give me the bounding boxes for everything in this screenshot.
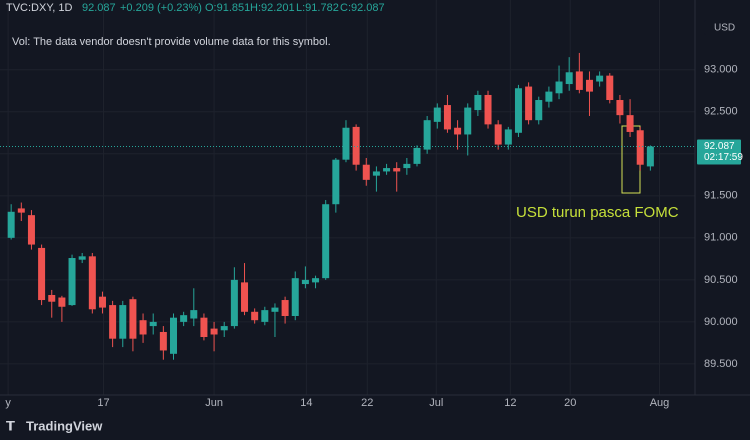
low: L:91.782 <box>296 2 339 14</box>
candle-body <box>190 310 198 319</box>
candle-body <box>585 79 593 92</box>
candle-body <box>555 81 563 94</box>
last: 92.087 <box>82 2 116 14</box>
y-tick-label: 89.500 <box>704 358 738 370</box>
candle-body <box>575 71 583 90</box>
candle-body <box>312 278 320 283</box>
close: C:92.087 <box>340 2 385 14</box>
candle-body <box>464 107 472 135</box>
x-tick-label: Aug <box>650 397 670 409</box>
x-tick-label: y <box>5 397 11 409</box>
currency: USD <box>714 23 735 34</box>
last-price-badge <box>697 139 741 165</box>
y-tick-label: 90.500 <box>704 274 738 286</box>
candle-body <box>474 94 482 111</box>
candle-body <box>596 75 604 82</box>
candle-body <box>129 299 137 339</box>
x-tick-label: Jul <box>429 397 443 409</box>
candle-body <box>7 211 15 238</box>
y-tick-label: 92.500 <box>704 106 738 118</box>
candle-body <box>230 279 238 327</box>
candle-body <box>291 278 299 316</box>
candle-body <box>454 127 462 135</box>
x-tick-label: 22 <box>361 397 373 409</box>
change: +0.209 (+0.23%) <box>120 2 202 14</box>
candle-body <box>352 126 360 165</box>
candle-body <box>220 326 228 331</box>
candle-body <box>251 311 259 321</box>
candle-body <box>149 321 157 327</box>
candle-body <box>504 129 512 145</box>
candle-body <box>17 208 25 213</box>
candle-body <box>301 279 309 285</box>
candle-body <box>383 168 391 172</box>
y-tick-label: 93.000 <box>704 64 738 76</box>
candle-body <box>38 247 46 301</box>
candle-body <box>646 146 654 167</box>
candle-body <box>139 320 147 335</box>
candle-body <box>210 328 218 335</box>
candle-body <box>332 159 340 205</box>
candle-body <box>545 91 553 102</box>
candle-body <box>616 100 624 116</box>
candle-body <box>413 147 421 164</box>
candle-body <box>169 317 177 354</box>
candle-body <box>372 171 380 176</box>
candle-body <box>322 204 330 279</box>
candle-body <box>626 115 634 132</box>
candle-body <box>48 294 56 302</box>
candle-body <box>565 72 573 85</box>
candle-body <box>88 256 96 310</box>
candle-body <box>119 305 127 339</box>
candle-body <box>362 164 370 180</box>
candle-body <box>271 307 279 312</box>
candle-body <box>403 163 411 169</box>
countdown: 02:17:59 <box>704 152 743 163</box>
x-tick-label: Jun <box>205 397 223 409</box>
candle-body <box>27 215 35 245</box>
candle-body <box>606 75 614 101</box>
y-tick-label: 90.000 <box>704 316 738 328</box>
x-tick-label: 20 <box>564 397 576 409</box>
annotation: USD turun pasca FOMC <box>516 204 679 221</box>
symbol: TVC:DXY, 1D <box>6 2 72 14</box>
candle-body <box>98 296 106 308</box>
candle-body <box>58 297 66 307</box>
last-price-label: 92.087 <box>704 141 735 152</box>
candle-body <box>433 107 441 122</box>
x-tick-label: 12 <box>504 397 516 409</box>
candle-body <box>514 88 522 133</box>
candle-body <box>636 130 644 165</box>
candle-body <box>68 258 76 306</box>
candle-body <box>109 305 117 339</box>
y-tick-label: 91.000 <box>704 232 738 244</box>
candle-body <box>261 310 269 322</box>
volume-note: Vol: The data vendor doesn't provide vol… <box>12 36 331 48</box>
candle-body <box>159 331 167 351</box>
candle-body <box>78 256 86 260</box>
candle-body <box>180 315 188 322</box>
candle-body <box>443 105 451 130</box>
candle-body <box>342 127 350 160</box>
candle-body <box>484 94 492 125</box>
brand-icon: 𝗧 <box>6 418 15 433</box>
candle-body <box>241 282 249 312</box>
y-tick-label: 91.500 <box>704 190 738 202</box>
candle-body <box>535 100 543 121</box>
x-tick-label: 17 <box>97 397 109 409</box>
x-tick-label: 14 <box>300 397 312 409</box>
candle-body <box>200 317 208 338</box>
high: H:92.201 <box>250 2 295 14</box>
currency-badge <box>704 20 734 35</box>
candle-body <box>494 124 502 145</box>
open: O:91.851 <box>205 2 250 14</box>
candle-body <box>423 120 431 150</box>
brand: TradingView <box>26 418 103 433</box>
candle-body <box>525 86 533 121</box>
candle-body <box>393 168 401 172</box>
candle-body <box>281 300 289 316</box>
